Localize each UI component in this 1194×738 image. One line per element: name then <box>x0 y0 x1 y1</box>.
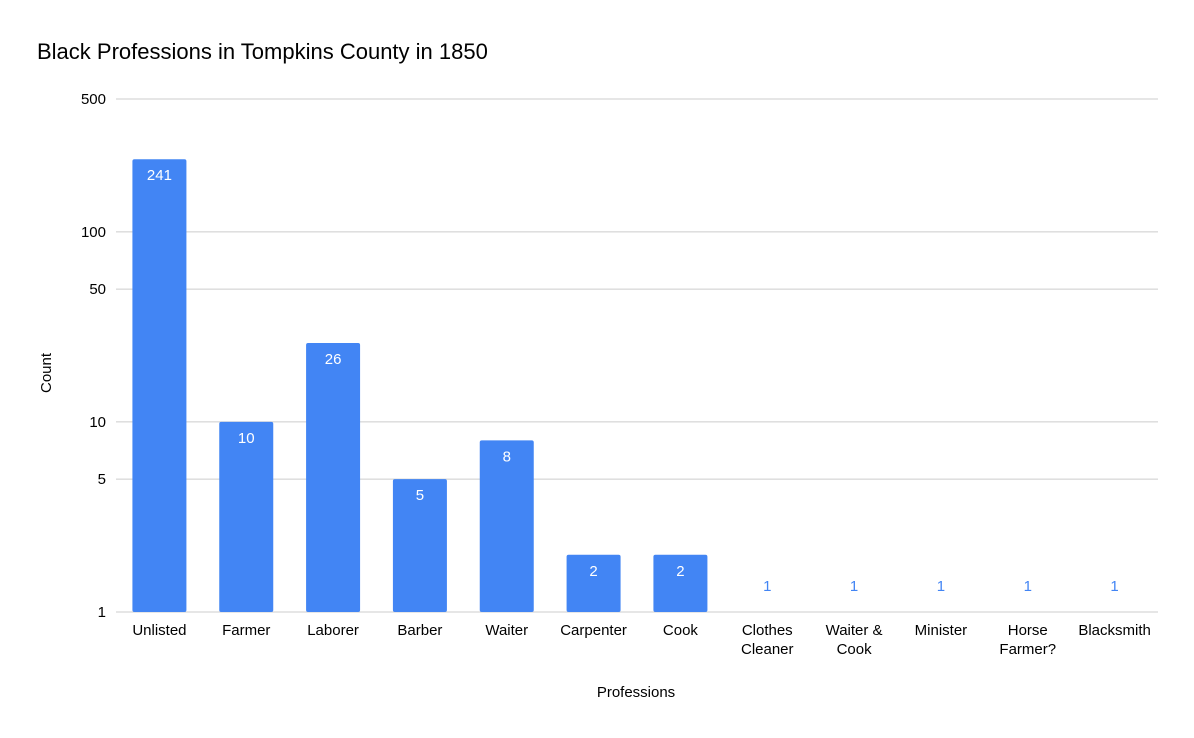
data-label: 1 <box>763 578 771 595</box>
data-labels: 241 10 26 5 8 2 2 1 1 1 1 1 <box>147 167 1119 595</box>
x-tick-label: Carpenter <box>560 622 627 639</box>
data-label: 2 <box>589 563 597 580</box>
x-tick-label: Clothes Cleaner <box>741 622 794 658</box>
bar <box>132 159 187 612</box>
bar <box>566 554 621 612</box>
x-tick-label: Laborer <box>307 622 359 639</box>
data-label: 5 <box>416 487 424 504</box>
bar <box>479 440 534 612</box>
x-tick-label: Minister <box>915 622 968 639</box>
x-tick-label: Cook <box>663 622 699 639</box>
chart-title: Black Professions in Tompkins County in … <box>37 39 488 64</box>
x-tick-label: Blacksmith <box>1078 622 1151 639</box>
data-label: 1 <box>1024 578 1032 595</box>
bars <box>132 159 708 612</box>
data-label: 1 <box>1110 578 1118 595</box>
y-tick-label: 100 <box>81 224 106 241</box>
x-axis-title: Professions <box>597 684 675 701</box>
bar <box>219 421 274 612</box>
x-tick-label: Waiter & Cook <box>826 622 883 658</box>
y-tick-label: 50 <box>89 281 106 298</box>
data-label: 1 <box>937 578 945 595</box>
x-axis-categories: Unlisted Farmer Laborer Barber Waiter Carpent… <box>132 622 1151 658</box>
y-axis-title: Count <box>38 352 55 393</box>
data-label: 10 <box>238 430 255 447</box>
data-label: 1 <box>850 578 858 595</box>
data-label: 241 <box>147 167 172 184</box>
data-label: 26 <box>325 351 342 368</box>
y-tick-label: 1 <box>98 604 106 621</box>
x-tick-label: Horse Farmer? <box>999 622 1056 658</box>
y-tick-label: 500 <box>81 91 106 108</box>
x-tick-label: Farmer <box>222 622 270 639</box>
data-label: 2 <box>676 563 684 580</box>
gridlines <box>116 98 1158 613</box>
x-tick-label: Barber <box>397 622 442 639</box>
x-tick-label: Unlisted <box>132 622 186 639</box>
y-axis-ticks: 1 5 10 50 100 500 <box>81 91 106 621</box>
bar <box>392 479 447 612</box>
x-tick-label: Waiter <box>485 622 528 639</box>
bar <box>653 554 708 612</box>
y-tick-label: 10 <box>89 414 106 431</box>
y-tick-label: 5 <box>98 471 106 488</box>
bar <box>306 343 361 612</box>
data-label: 8 <box>503 448 511 465</box>
